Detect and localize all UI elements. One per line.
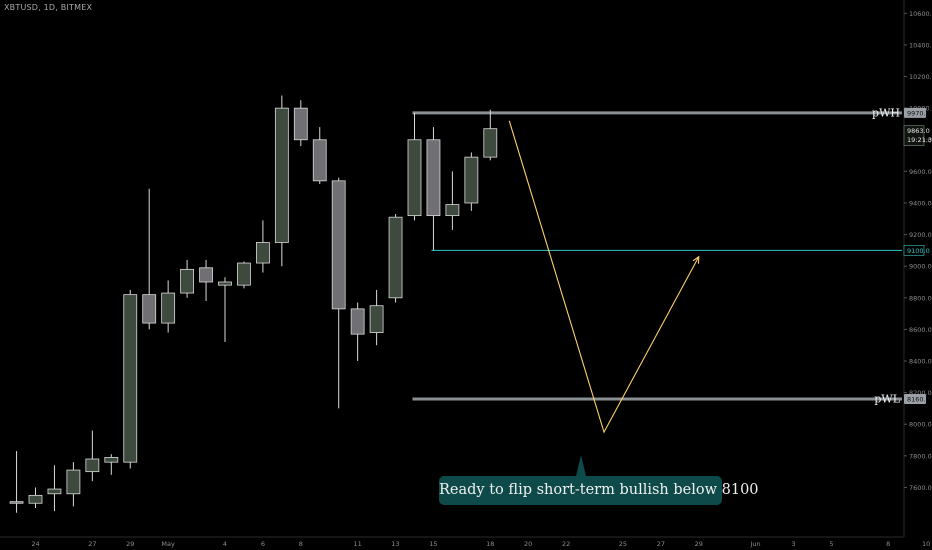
x-tick-label: 22	[562, 540, 570, 548]
candle-body-up	[104, 457, 119, 463]
candle-body-up	[388, 216, 403, 299]
y-tick-label: 8800.0	[909, 294, 932, 302]
candle-body-up	[445, 204, 460, 217]
candle-body-down	[293, 107, 308, 141]
pwh-price-tag-bg	[904, 107, 926, 118]
x-tick-label: 29	[126, 540, 134, 548]
candle-body-up	[274, 107, 289, 243]
candle-body-down	[331, 180, 346, 310]
candle-body-up	[218, 281, 232, 286]
countdown-timer: 19:21:33	[907, 136, 932, 144]
x-tick-label: 15	[429, 540, 437, 548]
candle-body-up	[161, 292, 176, 324]
candle-body-up	[47, 488, 62, 495]
y-tick-label: 8000.0	[909, 421, 932, 429]
level-tags: pWH pWL 9970.0 8160.0 9100.0 9863.019:21:33	[872, 106, 932, 405]
pwl-label: pWL	[874, 392, 900, 405]
pwl-price-tag: 8160.0	[907, 395, 930, 403]
x-tick-label: 8	[299, 540, 303, 548]
x-tick-label: May	[161, 540, 175, 548]
x-tick-label: Jun	[750, 540, 761, 548]
candle-body-up	[369, 305, 384, 333]
candle-body-up	[483, 128, 498, 158]
candle-body-down	[142, 294, 157, 324]
candle-body-down	[9, 501, 24, 504]
projection-path	[508, 120, 700, 434]
pwh-label: pWH	[872, 106, 900, 119]
pwl-price-tag-bg	[904, 393, 926, 404]
y-tick-label: 10600.0	[909, 10, 932, 18]
x-tick-label: 18	[486, 540, 494, 548]
cyan-price-tag: 9100.0	[907, 247, 930, 255]
y-tick-label: 7600.0	[909, 484, 932, 492]
x-tick-label: 13	[391, 540, 399, 548]
y-tick-label: 9200.0	[909, 231, 932, 239]
pwh-price-tag: 9970.0	[907, 109, 930, 117]
last-price-tag-bg	[903, 125, 925, 146]
candle-body-down	[199, 267, 213, 283]
callout-pointer	[576, 455, 586, 476]
y-tick-label: 10200.0	[909, 73, 932, 81]
y-tick-label: 9600.0	[909, 168, 932, 176]
projection-layer	[508, 120, 700, 434]
candle-body-up	[180, 268, 195, 294]
y-tick-label: 8400.0	[909, 358, 932, 366]
y-tick-label: 8200.0	[909, 389, 932, 397]
candle-body-up	[66, 469, 81, 495]
candle-body-down	[426, 139, 441, 217]
candle-body-up	[407, 139, 422, 217]
x-tick-label: 27	[88, 540, 96, 548]
candle-body-down	[312, 139, 327, 182]
x-tick-label: 25	[619, 540, 627, 548]
y-tick-label: 7800.0	[909, 452, 932, 460]
y-tick-label: 9400.0	[909, 199, 932, 207]
x-tick-label: 5	[829, 540, 833, 548]
x-tick-label: 27	[657, 540, 665, 548]
x-tick-label: 8	[886, 540, 890, 548]
x-tick-label: 4	[223, 540, 227, 548]
cyan-price-tag-border	[903, 245, 925, 256]
candle-body-down	[350, 308, 365, 335]
x-tick-label: 29	[695, 540, 703, 548]
x-tick-label: 6	[261, 540, 265, 548]
symbol-title: XBTUSD, 1D, BITMEX	[4, 3, 93, 12]
x-tick-label: 20	[524, 540, 532, 548]
y-tick-label: 8600.0	[909, 326, 932, 334]
candles-layer	[9, 95, 498, 513]
annotation-callout[interactable]: Ready to flip short-term bullish below 8…	[439, 476, 759, 505]
y-axis: 7600.0 7800.0 8000.0 8200.0 8400.0 8600.0 8800…	[903, 0, 932, 537]
x-tick-label: 24	[31, 540, 39, 548]
y-tick-label: 10400.0	[909, 41, 932, 49]
levels-layer	[412, 111, 902, 401]
x-axis: 24 27 29 May 4 6 8 11 13 15 18 20 22 25 27 29 Jun 3 5 8 10	[0, 536, 930, 548]
projection-arrowhead	[692, 255, 700, 264]
x-tick-label: 3	[791, 540, 795, 548]
candle-body-up	[123, 294, 138, 463]
cyan-price-tag-bg	[904, 245, 924, 256]
y-tick-label: 9000.0	[909, 263, 932, 271]
x-tick-label: 10	[922, 540, 930, 548]
candle-body-up	[85, 458, 100, 473]
candle-body-up	[237, 262, 251, 286]
candle-body-up	[28, 494, 43, 504]
candle-body-up	[464, 156, 479, 204]
candle-body-up	[255, 242, 270, 264]
x-tick-label: 11	[354, 540, 362, 548]
last-price-tag: 9863.0	[907, 127, 930, 135]
